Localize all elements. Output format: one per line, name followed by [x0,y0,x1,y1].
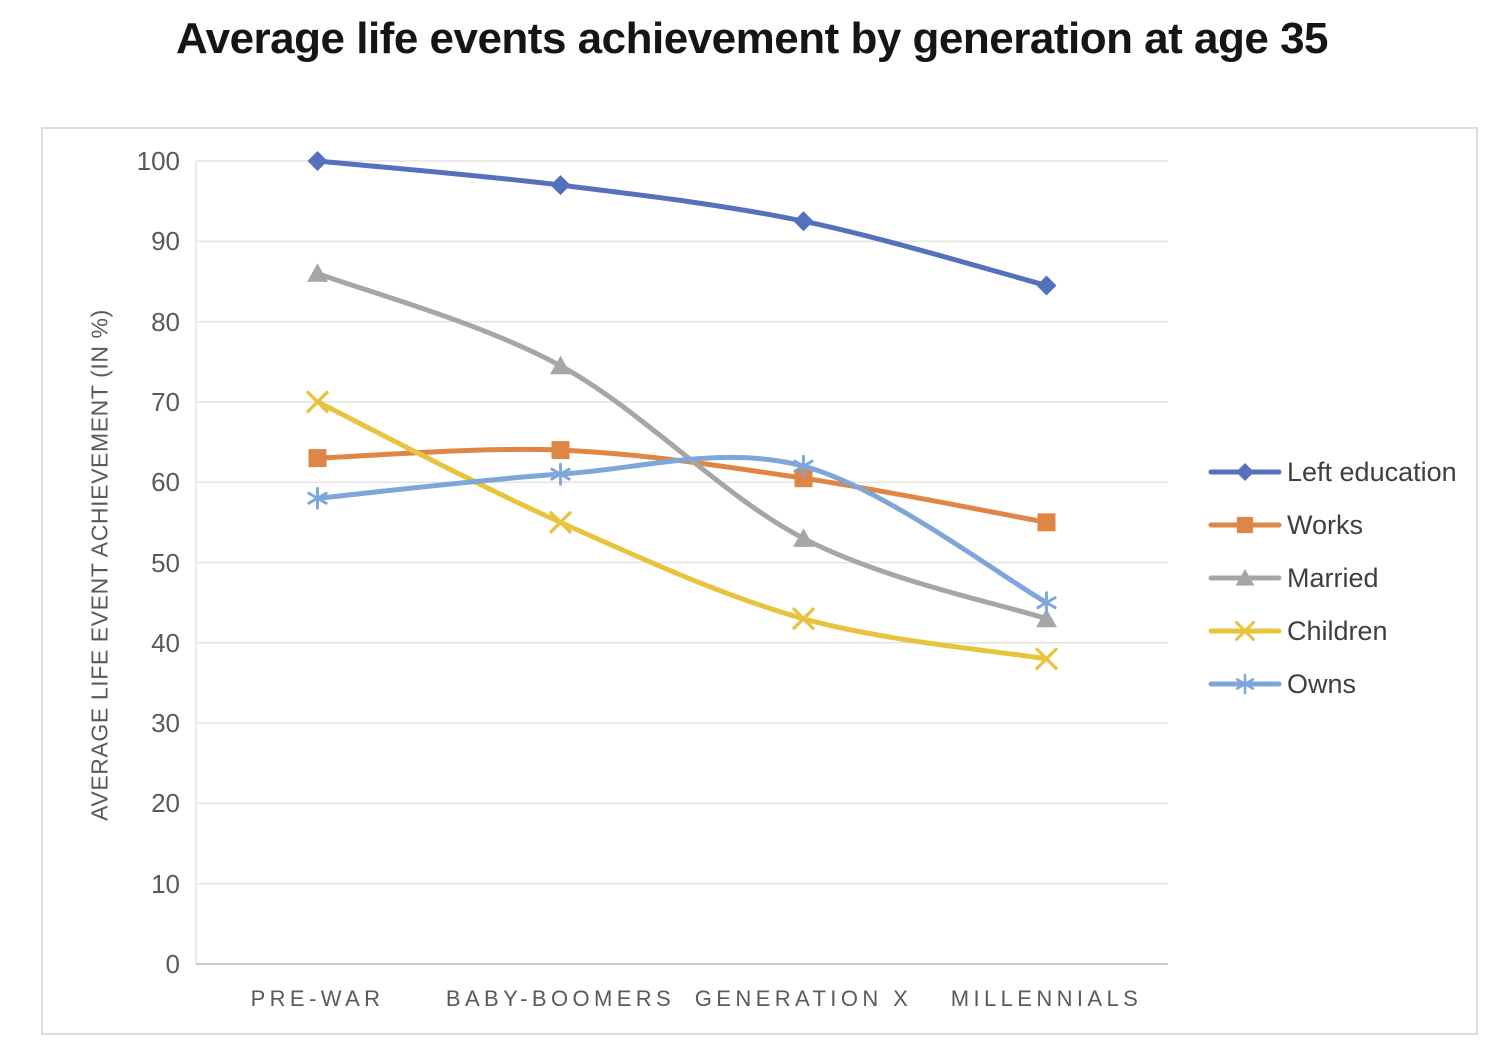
marker-triangle [1036,608,1057,628]
legend-item-diamond: Left education [1208,456,1457,488]
marker-triangle [550,355,571,375]
x-tick-label-0: PRE-WAR [250,986,385,1011]
y-tick-label-70: 70 [151,386,180,417]
series-line-4 [315,454,1049,606]
y-tick-label-10: 10 [151,868,180,899]
marker-diamond [550,175,571,196]
marker-asterisk [307,486,328,510]
marker-asterisk [793,454,814,478]
legend-swatch-triangle-icon [1208,569,1282,586]
marker-x [792,607,815,630]
legend-label: Left education [1287,456,1457,487]
y-tick-label-20: 20 [151,788,180,819]
y-tick-label-50: 50 [151,547,180,578]
legend-label: Children [1287,615,1388,646]
series-line-2 [315,270,1049,622]
x-tick-label-2: GENERATION X [694,986,913,1011]
chart-title: Average life events achievement by gener… [175,14,1329,63]
legend-swatch-square-icon [1208,516,1282,534]
legend-item-square: Works [1208,509,1457,541]
legend-item-triangle: Married [1208,562,1457,594]
legend-item-asterisk: Owns [1208,668,1457,700]
marker-diamond [793,211,814,232]
marker-triangle [307,263,328,282]
marker-asterisk [1036,591,1057,615]
marker-asterisk [550,462,571,486]
marker-diamond [307,151,328,171]
legend-label: Married [1287,562,1379,593]
marker-triangle [1235,569,1255,586]
legend-swatch-diamond-icon [1208,463,1282,481]
marker-x [1234,620,1256,642]
x-tick-label-3: MILLENNIALS [950,986,1143,1011]
marker-asterisk [1235,673,1255,695]
marker-triangle [793,528,814,547]
y-tick-label-60: 60 [151,467,180,498]
marker-x [549,511,572,534]
y-tick-label-30: 30 [151,708,180,739]
y-tick-label-100: 100 [136,146,180,176]
marker-square [308,449,327,468]
y-tick-label-90: 90 [151,226,180,257]
legend-label: Works [1287,509,1364,540]
legend-swatch-asterisk-icon [1208,673,1282,695]
y-tick-label-80: 80 [151,306,180,337]
legend: Left education Works Married Children Owns [1208,456,1457,700]
series-line-3 [315,399,1049,662]
marker-square [551,441,570,460]
marker-x [1035,647,1058,671]
marker-square [794,469,813,488]
marker-diamond [1236,463,1254,481]
y-tick-label-40: 40 [151,627,180,658]
legend-label: Owns [1287,668,1357,699]
series-line-0 [315,158,1049,288]
marker-square [1236,516,1254,534]
marker-diamond [1036,275,1057,296]
legend-item-x: Children [1208,615,1457,647]
marker-square [1037,513,1056,532]
marker-x [306,390,329,414]
legend-swatch-x-icon [1208,620,1282,642]
y-tick-label-0: 0 [165,949,180,979]
x-tick-label-1: BABY-BOOMERS [445,986,676,1011]
